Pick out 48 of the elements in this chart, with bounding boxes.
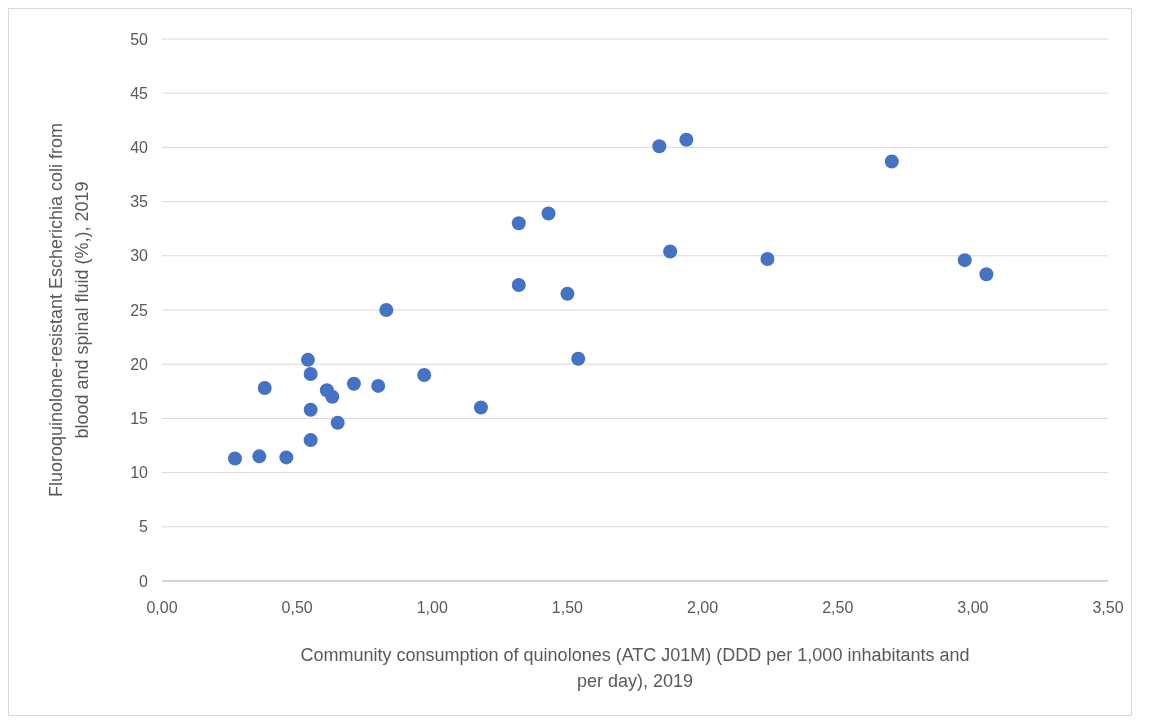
- point: [957, 253, 972, 268]
- point: [346, 376, 361, 391]
- point: [652, 139, 667, 154]
- point: [279, 450, 294, 465]
- y-tick-label: 30: [130, 247, 149, 265]
- y-axis-title: Fluoroquinolone-resistant Escherichia coli from blood and spinal fluid (%,), 2019: [46, 122, 92, 498]
- point: [325, 389, 340, 404]
- point: [760, 252, 775, 267]
- y-tick-label: 0: [139, 572, 149, 590]
- y-tick-label: 5: [139, 518, 149, 536]
- x-tick-label: 0,50: [281, 599, 313, 616]
- x-tick-label: 1,00: [416, 599, 448, 616]
- y-tick-label: 20: [130, 355, 149, 373]
- x-tick-label: 3,00: [957, 599, 989, 616]
- y-tick-label: 40: [130, 139, 149, 156]
- point: [511, 278, 526, 293]
- point: [303, 433, 318, 448]
- y-tick-label: 15: [130, 410, 149, 427]
- point: [303, 402, 318, 417]
- x-tick-label: 3,50: [1092, 599, 1124, 616]
- point: [300, 352, 315, 367]
- point: [257, 381, 272, 396]
- y-tick-label: 45: [130, 84, 149, 102]
- point: [560, 286, 575, 301]
- point: [303, 366, 318, 381]
- x-tick-label: 2,50: [822, 599, 854, 616]
- x-tick-label: 2,00: [687, 599, 719, 616]
- x-axis-title: Community consumption of quinolones (ATC J01M) (DDD per 1,000 inhabitants and per day), 2019: [300, 645, 970, 691]
- point: [417, 368, 432, 383]
- point: [227, 451, 242, 466]
- point: [679, 132, 694, 147]
- point: [473, 400, 488, 415]
- point: [663, 244, 678, 259]
- point: [511, 216, 526, 231]
- x-tick-label: 0,00: [146, 599, 178, 616]
- point: [884, 154, 899, 169]
- point: [571, 351, 586, 366]
- point: [379, 303, 394, 317]
- y-tick-label: 35: [130, 193, 149, 211]
- point: [371, 378, 386, 393]
- x-tick-label: 1,50: [551, 599, 584, 616]
- point: [979, 267, 994, 282]
- y-tick-label: 50: [130, 30, 149, 48]
- y-tick-label: 25: [130, 301, 149, 319]
- point: [252, 449, 267, 464]
- y-tick-label: 10: [130, 464, 149, 482]
- point: [330, 415, 345, 430]
- point: [541, 206, 556, 221]
